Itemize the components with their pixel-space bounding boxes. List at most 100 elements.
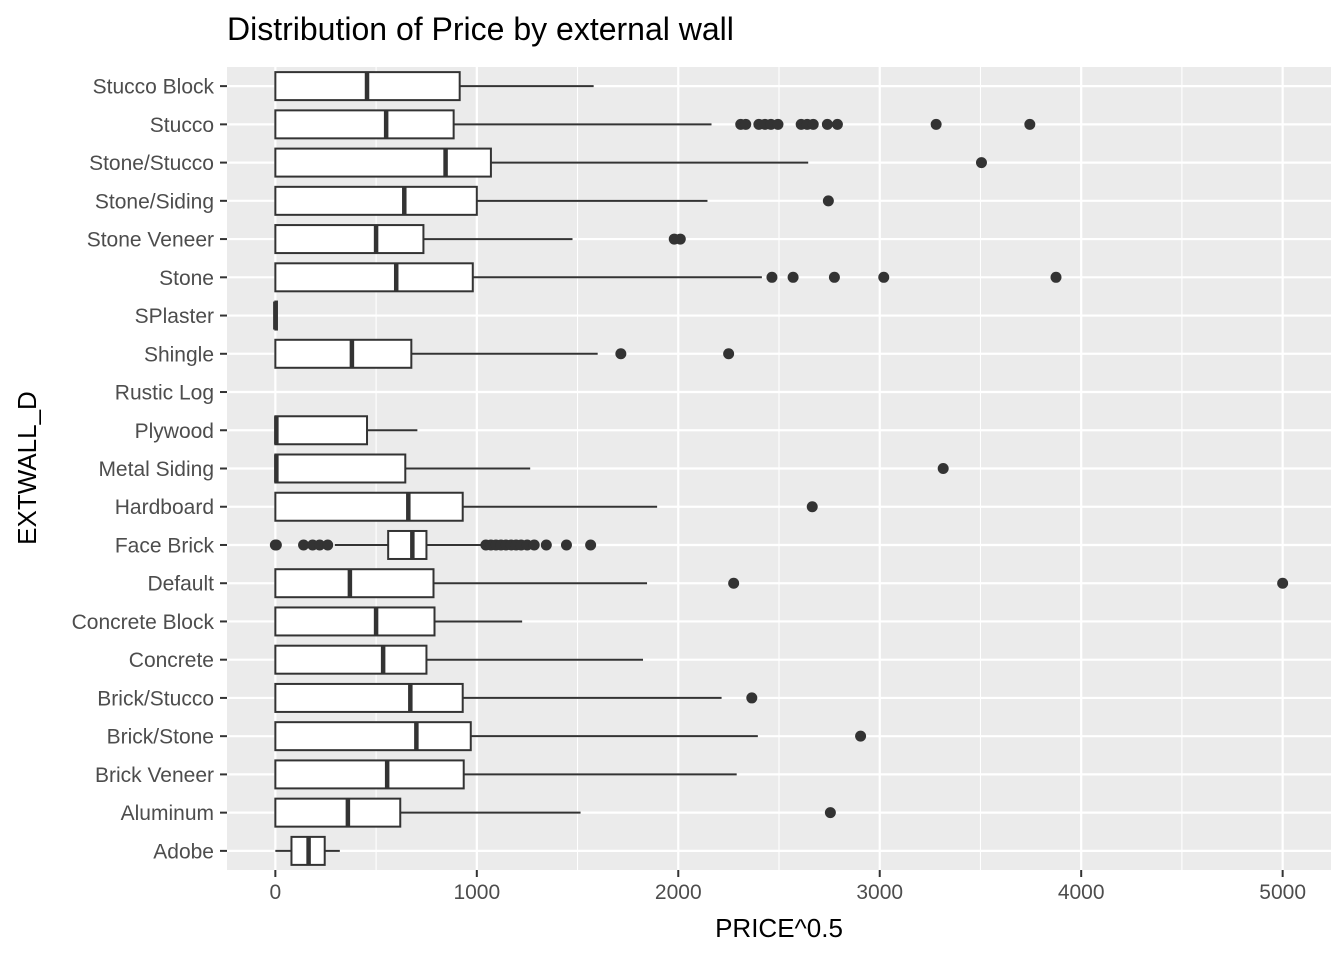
box-group bbox=[274, 109, 1036, 140]
box-group bbox=[274, 453, 949, 484]
box-group bbox=[274, 606, 523, 637]
chart-title: Distribution of Price by external wall bbox=[227, 11, 734, 47]
x-axis-title: PRICE^0.5 bbox=[715, 913, 843, 943]
box-group bbox=[274, 262, 1062, 293]
box-group bbox=[274, 338, 735, 369]
outlier-point bbox=[807, 118, 819, 130]
outlier-point bbox=[615, 348, 627, 360]
box bbox=[274, 759, 465, 790]
y-tick-label: Metal Siding bbox=[98, 458, 214, 481]
y-tick-label: Hardboard bbox=[115, 496, 214, 519]
y-tick-label: Stone/Stucco bbox=[89, 152, 214, 175]
outlier-point bbox=[975, 157, 987, 169]
outlier-point bbox=[828, 271, 840, 283]
box bbox=[274, 338, 413, 369]
box-group bbox=[274, 147, 987, 178]
box-marks bbox=[269, 71, 1289, 866]
y-tick-label: Rustic Log bbox=[115, 382, 214, 405]
y-axis-title: EXTWALL_D bbox=[12, 391, 42, 545]
outlier-point bbox=[585, 539, 597, 551]
y-tick-label: Stucco bbox=[150, 114, 214, 137]
y-tick-label: Face Brick bbox=[115, 534, 215, 557]
box-group bbox=[274, 721, 867, 752]
outlier-point bbox=[787, 271, 799, 283]
box bbox=[274, 797, 402, 828]
box-group bbox=[274, 644, 644, 675]
outlier-point bbox=[528, 539, 540, 551]
outlier-point bbox=[855, 730, 867, 742]
y-tick-label: Adobe bbox=[153, 840, 214, 863]
y-tick-label: Stucco Block bbox=[93, 76, 215, 99]
outlier-point bbox=[314, 539, 326, 551]
outlier-point bbox=[270, 539, 282, 551]
outlier-point bbox=[1277, 577, 1289, 589]
outlier-point bbox=[1050, 271, 1062, 283]
box bbox=[274, 644, 428, 675]
box-group bbox=[274, 797, 836, 828]
box-group bbox=[269, 529, 597, 560]
outlier-point bbox=[723, 348, 735, 360]
outlier-point bbox=[1024, 118, 1036, 130]
box-group bbox=[274, 568, 1289, 599]
y-tick-label: Brick/Stucco bbox=[97, 687, 214, 710]
outlier-point bbox=[937, 463, 949, 474]
box bbox=[274, 109, 455, 140]
box bbox=[274, 185, 478, 216]
outlier-point bbox=[821, 118, 833, 130]
outlier-point bbox=[822, 195, 834, 207]
x-tick-label: 1000 bbox=[453, 881, 500, 904]
outlier-point bbox=[560, 539, 572, 551]
y-tick-label: Concrete Block bbox=[72, 611, 215, 634]
box bbox=[274, 682, 464, 713]
box bbox=[274, 721, 472, 752]
y-tick-label: Stone Veneer bbox=[87, 229, 214, 252]
outlier-point bbox=[746, 692, 758, 704]
y-tick-label: Default bbox=[147, 573, 214, 596]
y-tick-label: Stone bbox=[159, 267, 214, 290]
y-tick-label: SPlaster bbox=[135, 305, 214, 328]
outlier-point bbox=[878, 271, 890, 283]
x-tick-label: 2000 bbox=[655, 881, 702, 904]
outlier-point bbox=[322, 539, 334, 551]
box-group bbox=[274, 491, 818, 522]
box bbox=[274, 415, 369, 446]
box-group bbox=[274, 759, 737, 790]
box bbox=[274, 568, 435, 599]
box bbox=[274, 262, 474, 293]
grid-lines bbox=[227, 67, 1331, 870]
outlier-point bbox=[831, 118, 843, 130]
outlier-point bbox=[740, 118, 752, 130]
y-tick-label: Plywood bbox=[135, 420, 214, 443]
box-group bbox=[275, 835, 340, 866]
box bbox=[274, 224, 425, 255]
x-tick-label: 5000 bbox=[1259, 881, 1306, 904]
box-group bbox=[274, 71, 594, 102]
x-tick-label: 0 bbox=[270, 881, 282, 904]
y-tick-label: Stone/Siding bbox=[95, 190, 214, 213]
box-group bbox=[274, 185, 834, 216]
y-tick-label: Brick Veneer bbox=[95, 764, 214, 787]
y-tick-label: Brick/Stone bbox=[107, 726, 214, 749]
outlier-point bbox=[772, 118, 784, 130]
box bbox=[274, 491, 464, 522]
outlier-point bbox=[674, 233, 686, 245]
y-tick-label: Shingle bbox=[144, 343, 214, 366]
box-group bbox=[273, 300, 278, 331]
outlier-point bbox=[766, 271, 778, 283]
y-tick-label: Concrete bbox=[129, 649, 214, 672]
box bbox=[274, 453, 407, 484]
outlier-point bbox=[930, 118, 942, 130]
box bbox=[274, 147, 492, 178]
outlier-point bbox=[298, 539, 310, 551]
axes: Stucco Block Stucco Stone/Stucco Stone/Sidi… bbox=[72, 76, 1306, 904]
box-group bbox=[274, 682, 758, 713]
box-group bbox=[274, 415, 418, 446]
y-tick-label: Aluminum bbox=[121, 802, 214, 825]
box bbox=[387, 529, 428, 560]
x-tick-label: 3000 bbox=[856, 881, 903, 904]
outlier-point bbox=[806, 501, 818, 513]
outlier-point bbox=[728, 577, 740, 589]
box bbox=[274, 606, 436, 637]
box-group bbox=[274, 224, 686, 255]
